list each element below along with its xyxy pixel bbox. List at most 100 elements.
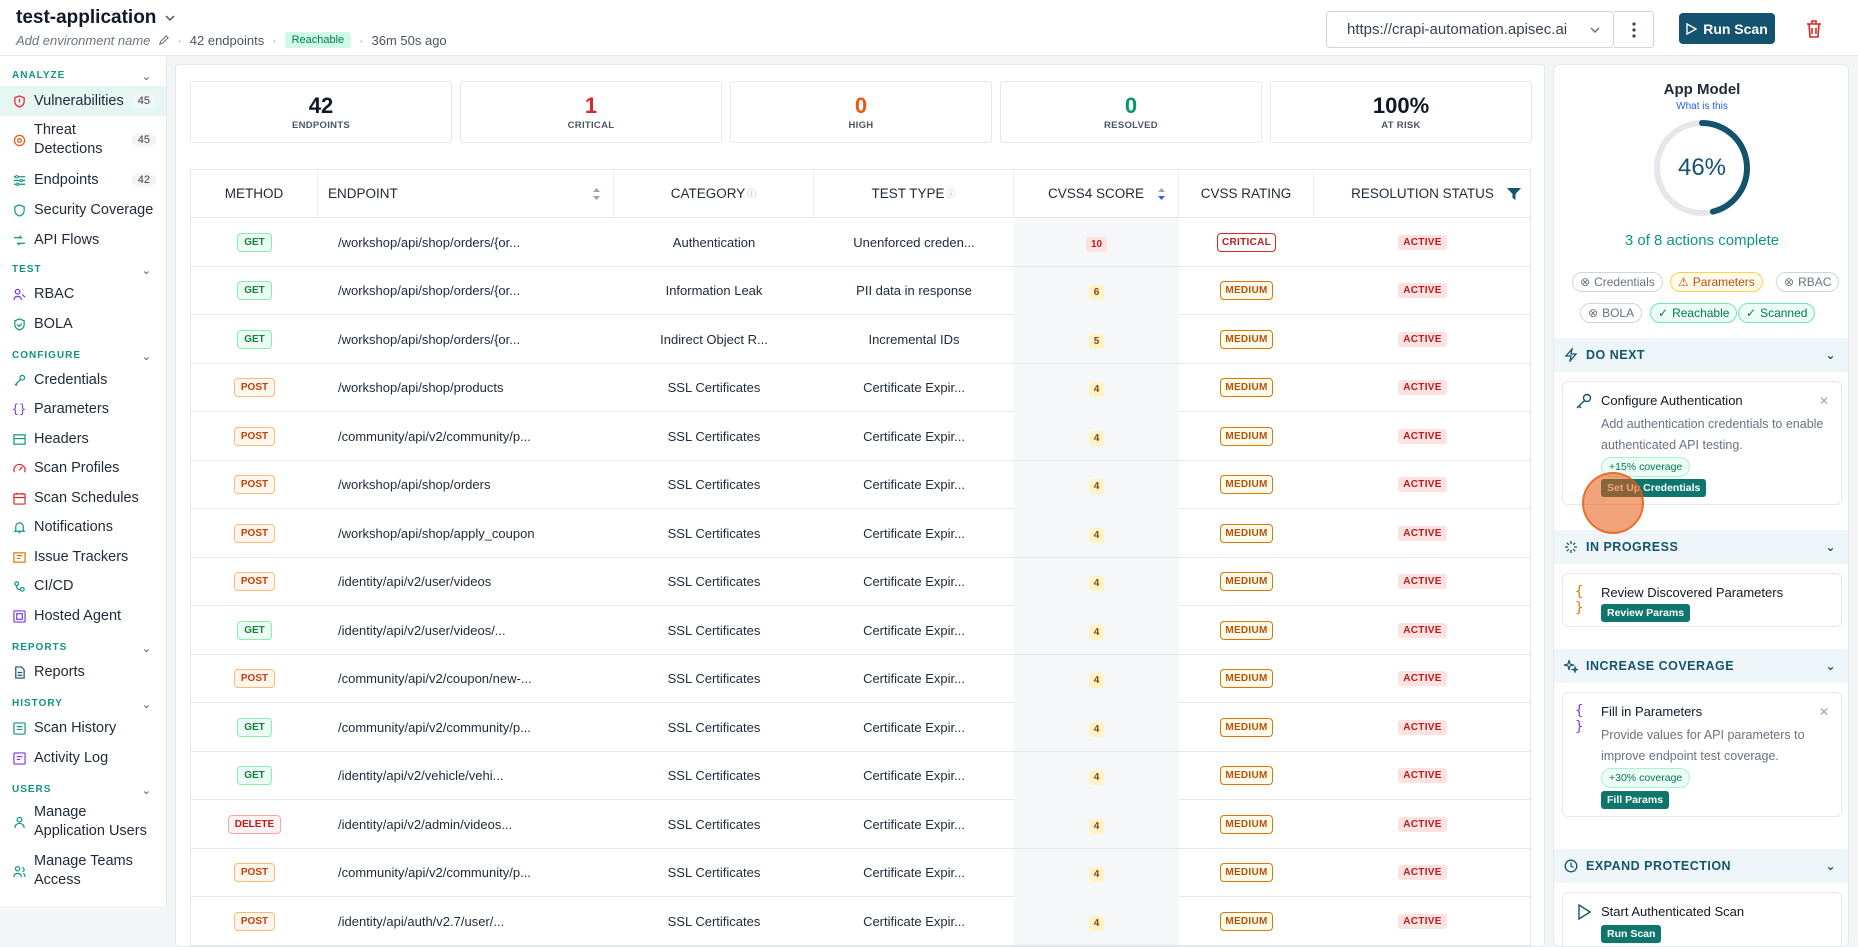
table-row[interactable]: POST /community/api/v2/coupon/new-... SS… — [191, 654, 1530, 703]
col-rating[interactable]: CVSS RATING — [1179, 170, 1314, 217]
chip-reachable[interactable]: ✓ Reachable — [1650, 303, 1738, 323]
table-row[interactable]: POST /identity/api/v2/user/videos SSL Ce… — [191, 557, 1530, 606]
section-expand-protection[interactable]: EXPAND PROTECTION ⌄ — [1554, 849, 1848, 883]
col-category[interactable]: CATEGORY ⓘ — [614, 170, 814, 217]
col-label: CATEGORY — [670, 186, 746, 201]
sidebar-item-bola[interactable]: BOLA — [0, 310, 166, 338]
sidebar-item-manage-teams[interactable]: Manage Teams Access — [0, 849, 166, 893]
review-params-button[interactable]: Review Params — [1601, 604, 1691, 622]
rating-badge: MEDIUM — [1220, 766, 1273, 785]
chevron-down-icon: ⌄ — [141, 699, 152, 711]
sidebar-item-scan-history[interactable]: Scan History — [0, 714, 166, 742]
table-row[interactable]: GET /identity/api/v2/user/videos/... SSL… — [191, 606, 1530, 655]
filter-icon[interactable] — [1507, 187, 1521, 200]
sidebar-item-endpoints[interactable]: Endpoints 42 — [0, 166, 166, 194]
section-increase-coverage[interactable]: INCREASE COVERAGE ⌄ — [1554, 649, 1848, 683]
run-scan-button[interactable]: Run Scan — [1679, 13, 1775, 44]
status-badge: ACTIVE — [1398, 768, 1447, 783]
what-is-this-link[interactable]: What is this — [1676, 101, 1728, 112]
section-analyze[interactable]: ANALYZE ⌄ — [12, 70, 152, 83]
table-row[interactable]: GET /community/api/v2/community/p... SSL… — [191, 703, 1530, 752]
sidebar-item-label: Reports — [34, 663, 85, 680]
section-users[interactable]: USERS ⌄ — [12, 784, 152, 797]
sidebar-item-cicd[interactable]: CI/CD — [0, 572, 166, 600]
col-endpoint[interactable]: ENDPOINT — [318, 170, 614, 217]
info-icon[interactable]: ⓘ — [747, 189, 757, 199]
sidebar-item-rbac[interactable]: RBAC — [0, 280, 166, 308]
table-row[interactable]: POST /workshop/api/shop/apply_coupon SSL… — [191, 509, 1530, 558]
col-test-type[interactable]: TEST TYPE ⓘ — [814, 170, 1014, 217]
test-type-cell: Certificate Expir... — [814, 703, 1014, 751]
fill-params-button[interactable]: Fill Params — [1601, 791, 1670, 809]
sidebar-item-label: Vulnerabilities — [34, 92, 124, 109]
close-icon[interactable]: ✕ — [1818, 394, 1829, 408]
app-selector[interactable]: test-application — [16, 7, 176, 29]
pencil-icon[interactable] — [158, 34, 170, 46]
table-row[interactable]: POST /identity/api/auth/v2.7/user/... SS… — [191, 897, 1530, 946]
section-do-next[interactable]: DO NEXT ⌄ — [1554, 338, 1848, 372]
rating-badge: MEDIUM — [1220, 475, 1273, 494]
close-icon[interactable]: ✕ — [1818, 705, 1829, 719]
section-history[interactable]: HISTORY ⌄ — [12, 698, 152, 711]
run-scan-card-button[interactable]: Run Scan — [1601, 925, 1662, 943]
table-row[interactable]: GET /workshop/api/shop/orders/{or... Inf… — [191, 266, 1530, 315]
sidebar-item-security-coverage[interactable]: Security Coverage — [0, 196, 166, 224]
sidebar-item-credentials[interactable]: Credentials — [0, 366, 166, 394]
category-cell: Information Leak — [614, 267, 814, 315]
url-select[interactable]: https://crapi-automation.apisec.ai — [1326, 11, 1614, 48]
table-row[interactable]: GET /workshop/api/shop/orders/{or... Ind… — [191, 315, 1530, 364]
sidebar-item-reports[interactable]: Reports — [0, 658, 166, 686]
sidebar-item-hosted-agent[interactable]: Hosted Agent — [0, 602, 166, 630]
chip-parameters[interactable]: ⚠ Parameters — [1670, 272, 1763, 292]
col-status[interactable]: RESOLUTION STATUS — [1314, 170, 1531, 217]
category-text: SSL Certificates — [667, 816, 761, 832]
info-icon[interactable]: ⓘ — [946, 189, 956, 199]
chevron-down-icon: ⌄ — [1825, 859, 1836, 873]
sort-icon[interactable] — [592, 187, 601, 201]
sidebar-item-activity-log[interactable]: Activity Log — [0, 744, 166, 772]
score-badge: 4 — [1088, 430, 1105, 446]
table-row[interactable]: POST /community/api/v2/community/p... SS… — [191, 412, 1530, 461]
table-row[interactable]: DELETE /identity/api/v2/admin/videos... … — [191, 800, 1530, 849]
status-badge: ACTIVE — [1398, 622, 1447, 638]
section-test[interactable]: TEST ⌄ — [12, 264, 152, 277]
table-row[interactable]: GET /workshop/api/shop/orders/{or... Aut… — [191, 218, 1530, 267]
chip-bola[interactable]: ⊗ BOLA — [1580, 303, 1643, 323]
sort-desc-icon[interactable] — [1157, 187, 1166, 201]
col-score[interactable]: CVSS4 SCORE — [1014, 170, 1179, 217]
section-reports[interactable]: REPORTS ⌄ — [12, 642, 152, 655]
chip-credentials[interactable]: ⊗ Credentials — [1572, 272, 1663, 292]
sidebar-item-label: Notifications — [34, 518, 113, 535]
sidebar-item-scan-profiles[interactable]: Scan Profiles — [0, 454, 166, 482]
rating-cell: MEDIUM — [1179, 267, 1314, 315]
table-row[interactable]: POST /workshop/api/shop/products SSL Cer… — [191, 363, 1530, 412]
col-method[interactable]: METHOD — [191, 170, 318, 217]
sidebar-item-scan-schedules[interactable]: Scan Schedules — [0, 484, 166, 512]
chip-scanned[interactable]: ✓ Scanned — [1738, 303, 1816, 323]
sidebar-item-vulnerabilities[interactable]: Vulnerabilities 45 — [0, 86, 166, 116]
table-row[interactable]: GET /identity/api/v2/vehicle/vehi... SSL… — [191, 751, 1530, 800]
sidebar-item-notifications[interactable]: Notifications — [0, 513, 166, 541]
test-type-text: Certificate Expir... — [863, 380, 965, 395]
sidebar-item-issue-trackers[interactable]: Issue Trackers — [0, 543, 166, 571]
app-name: test-application — [16, 7, 157, 28]
sidebar-item-parameters[interactable]: {} Parameters — [0, 395, 166, 423]
more-menu-button[interactable] — [1614, 11, 1654, 48]
table-row[interactable]: POST /community/api/v2/community/p... SS… — [191, 848, 1530, 897]
sidebar-item-manage-app-users[interactable]: Manage Application Users — [0, 800, 166, 844]
chip-rbac[interactable]: ⊗ RBAC — [1776, 272, 1840, 292]
stat-label: HIGH — [848, 120, 874, 131]
status-badge: ACTIVE — [1398, 477, 1447, 492]
test-type-text: Certificate Expir... — [863, 719, 965, 735]
section-in-progress[interactable]: IN PROGRESS ⌄ — [1554, 530, 1848, 564]
endpoint-cell: /workshop/api/shop/products — [318, 364, 614, 412]
sidebar-item-headers[interactable]: Headers — [0, 425, 166, 453]
spinner-icon — [1565, 541, 1577, 553]
sidebar-item-threat-detections[interactable]: Threat Detections 45 — [0, 120, 166, 160]
sidebar-item-api-flows[interactable]: API Flows — [0, 226, 166, 254]
trash-icon[interactable] — [1802, 17, 1826, 41]
table-row[interactable]: POST /workshop/api/shop/orders SSL Certi… — [191, 460, 1530, 509]
env-name-field[interactable]: Add environment name — [16, 32, 151, 48]
section-label: EXPAND PROTECTION — [1586, 859, 1732, 873]
section-configure[interactable]: CONFIGURE ⌄ — [12, 350, 152, 363]
